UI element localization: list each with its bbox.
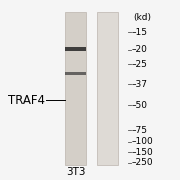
Text: –100: –100: [132, 137, 153, 146]
Bar: [65, 72, 86, 75]
Text: –250: –250: [132, 158, 153, 167]
Text: –37: –37: [132, 80, 148, 89]
Text: –150: –150: [132, 148, 153, 157]
Bar: [65, 12, 86, 165]
Text: –50: –50: [132, 101, 148, 110]
Text: (kd): (kd): [133, 13, 151, 22]
Text: –75: –75: [132, 126, 148, 135]
Bar: [65, 47, 86, 51]
Text: –25: –25: [132, 60, 148, 69]
Text: TRAF4: TRAF4: [8, 94, 45, 107]
Text: –20: –20: [132, 45, 148, 54]
Bar: [97, 12, 118, 165]
Text: –15: –15: [132, 28, 148, 37]
Text: 3T3: 3T3: [66, 167, 86, 177]
